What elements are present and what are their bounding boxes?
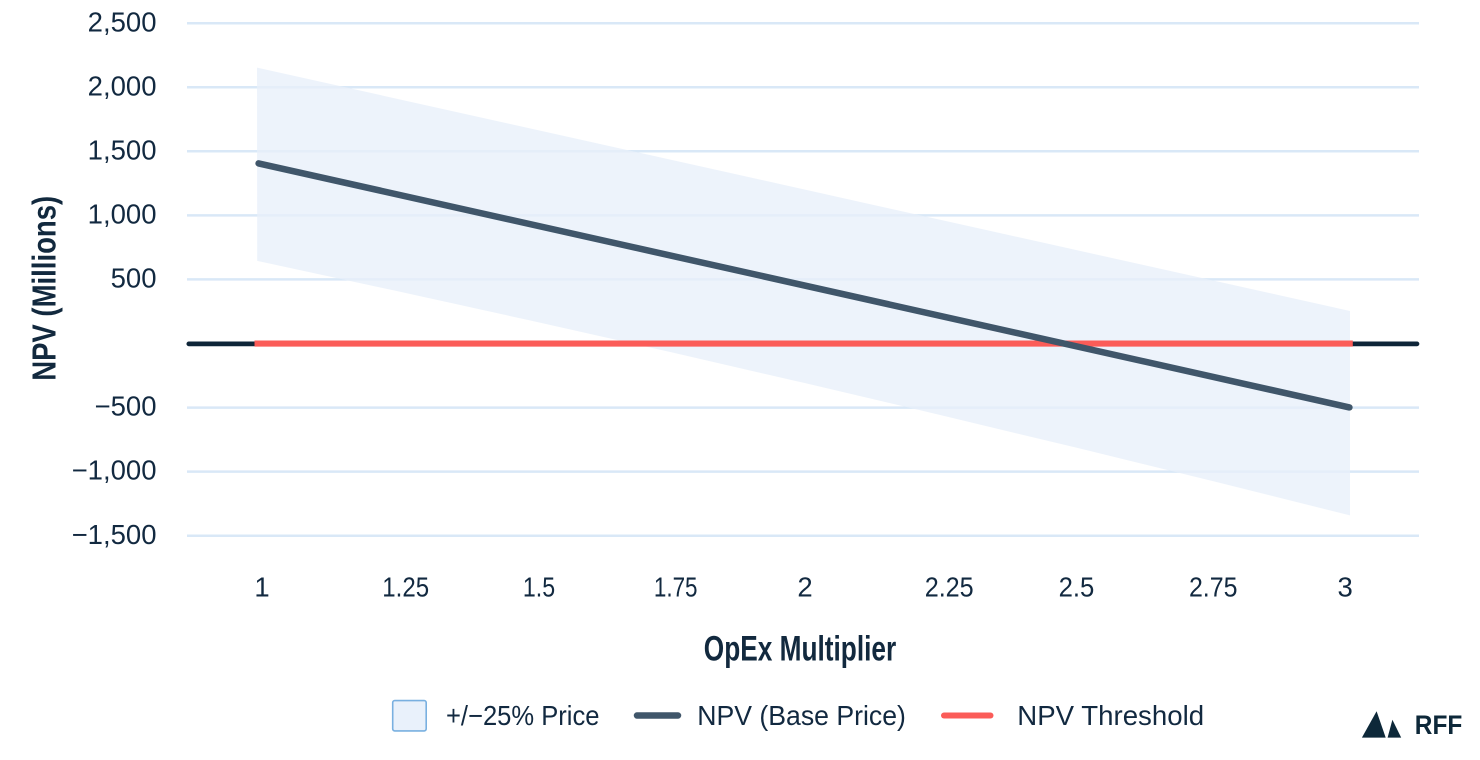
svg-text:NPV (Millions): NPV (Millions) [25,196,62,381]
svg-text:1,500: 1,500 [88,134,157,165]
svg-text:2.25: 2.25 [925,571,974,602]
svg-text:OpEx Multiplier: OpEx Multiplier [704,629,897,668]
svg-text:500: 500 [111,263,157,294]
svg-text:+/−25% Price: +/−25% Price [446,700,600,731]
svg-text:1.75: 1.75 [654,571,698,602]
svg-text:NPV (Base Price): NPV (Base Price) [697,700,906,731]
svg-text:2,000: 2,000 [88,70,157,101]
svg-text:RFF: RFF [1415,710,1463,740]
svg-text:2.5: 2.5 [1059,571,1095,602]
svg-text:2: 2 [797,571,812,602]
svg-text:−1,000: −1,000 [72,455,157,486]
svg-text:3: 3 [1338,571,1353,602]
svg-text:2.75: 2.75 [1189,571,1238,602]
svg-text:−500: −500 [95,391,157,422]
svg-text:−1,500: −1,500 [72,519,157,550]
svg-text:2,500: 2,500 [88,6,157,37]
svg-text:1: 1 [254,571,269,602]
svg-text:1.25: 1.25 [382,571,429,602]
svg-text:1.5: 1.5 [523,571,555,602]
svg-text:1,000: 1,000 [88,199,157,230]
svg-text:NPV Threshold: NPV Threshold [1017,700,1204,731]
